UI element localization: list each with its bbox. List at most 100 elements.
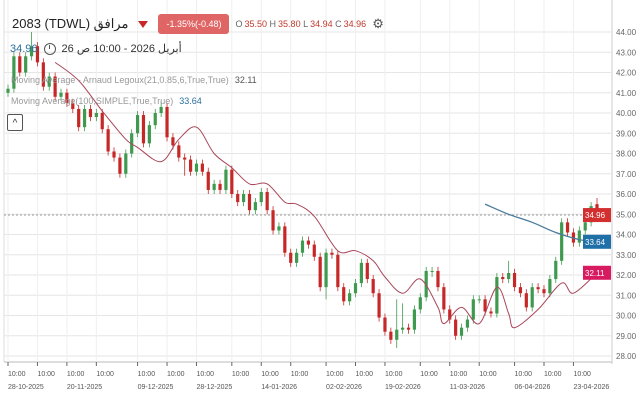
time-tick-label: 10:00 — [67, 371, 85, 378]
candle-body — [65, 92, 69, 103]
candle — [336, 250, 340, 292]
candle-body — [283, 226, 287, 253]
candle-body — [188, 159, 193, 172]
time-tick-label: 10:00 — [96, 371, 114, 378]
candle — [253, 198, 257, 215]
time-tick-label: 10:00 — [196, 371, 214, 378]
time-tick-label: 10:00 — [544, 371, 562, 378]
candle — [383, 313, 387, 336]
candle-body — [71, 102, 75, 109]
price-tag: 32.11 — [583, 265, 611, 280]
legend-sma[interactable]: Moving Average(100,SIMPLE,True,True) 33.6… — [11, 96, 202, 106]
candle-body — [194, 163, 199, 172]
candle — [536, 283, 540, 294]
candle-body — [583, 222, 587, 231]
legend-sma-value: 33.64 — [179, 96, 202, 106]
candle — [424, 266, 428, 302]
candle — [24, 52, 28, 77]
candle — [130, 129, 134, 158]
candle-body — [177, 145, 181, 158]
indicator-lines — [54, 61, 598, 329]
price-tick-label: 32.00 — [616, 271, 637, 280]
candle — [342, 283, 346, 306]
close-value: 34.96 — [343, 19, 367, 29]
date-tick-label: 06-04-2026 — [515, 384, 551, 391]
price-tag: 34.96 — [583, 208, 611, 223]
candles — [6, 32, 599, 348]
candle — [548, 275, 552, 298]
candle-body — [77, 108, 81, 128]
candle — [312, 240, 316, 261]
gear-icon[interactable]: ⚙ — [372, 16, 384, 31]
candle-body — [135, 115, 140, 134]
candle — [212, 179, 216, 194]
candle — [348, 289, 352, 306]
candle-body — [306, 240, 310, 245]
time-tick-label: 10:00 — [291, 371, 309, 378]
legend-alma-value: 32.11 — [234, 75, 257, 85]
candle — [224, 165, 228, 194]
candle-body — [412, 309, 417, 330]
candle-body — [418, 297, 422, 310]
candle-body — [395, 329, 399, 340]
candle-body — [212, 183, 216, 190]
candle — [65, 88, 69, 107]
candle — [324, 248, 328, 300]
candle — [165, 102, 169, 142]
chevron-up-icon[interactable]: ^ — [7, 114, 23, 131]
candle — [289, 248, 293, 267]
candle — [353, 279, 358, 298]
candle — [59, 88, 63, 101]
legend-alma[interactable]: Moving Average - Arnaud Legoux(21,0.85,6… — [11, 75, 257, 85]
candle-body — [165, 106, 169, 138]
candle-body — [130, 133, 134, 154]
candle — [112, 147, 116, 162]
price-tag-box — [583, 234, 611, 249]
candle — [218, 179, 222, 194]
time-tick-label: 10:00 — [37, 371, 55, 378]
price-tick-label: 37.00 — [616, 170, 637, 179]
time-tick-label: 10:00 — [385, 371, 403, 378]
candle — [377, 289, 381, 322]
date-tick-label: 19-02-2026 — [385, 384, 421, 391]
candle-body — [489, 311, 493, 314]
high-label: H — [269, 19, 277, 29]
change-badge: -1.35%(-0.48) — [158, 14, 230, 34]
candle-body — [324, 252, 328, 288]
candle — [501, 272, 505, 284]
triangle-down-icon — [138, 20, 149, 28]
candle-body — [118, 157, 122, 174]
candle-body — [18, 56, 22, 73]
candle-body — [560, 222, 564, 261]
candle-body — [406, 327, 411, 330]
candle — [18, 52, 22, 77]
candle-body — [448, 309, 452, 320]
candle — [359, 258, 363, 288]
candle — [188, 155, 193, 176]
candle-body — [12, 56, 16, 89]
candle-body — [29, 46, 34, 57]
sma-line — [484, 203, 598, 243]
candle-body — [495, 277, 499, 314]
symbol-title[interactable]: 2083 (TDWL) مرافق — [12, 16, 129, 31]
candle — [88, 104, 93, 122]
candle-body — [242, 194, 246, 203]
price-tick-label: 43.00 — [616, 48, 637, 57]
candle — [459, 323, 464, 340]
candle-body — [94, 113, 98, 118]
candle-body — [536, 287, 540, 290]
candle-body — [477, 299, 481, 301]
candle-body — [577, 230, 581, 243]
candle — [206, 167, 210, 194]
candle — [389, 327, 393, 344]
candle — [230, 165, 234, 199]
info-row: 34.96 أبريل 2026 - 10:00 ص 26 — [10, 42, 182, 55]
candle — [265, 187, 269, 215]
legend-sma-name: Moving Average(100,SIMPLE,True,True) — [11, 96, 174, 106]
candle-body — [171, 137, 175, 146]
time-tick-label: 10:00 — [167, 371, 185, 378]
candle-body — [336, 254, 340, 288]
alma-line — [54, 61, 598, 329]
date-tick-label: 11-03-2026 — [450, 384, 485, 391]
